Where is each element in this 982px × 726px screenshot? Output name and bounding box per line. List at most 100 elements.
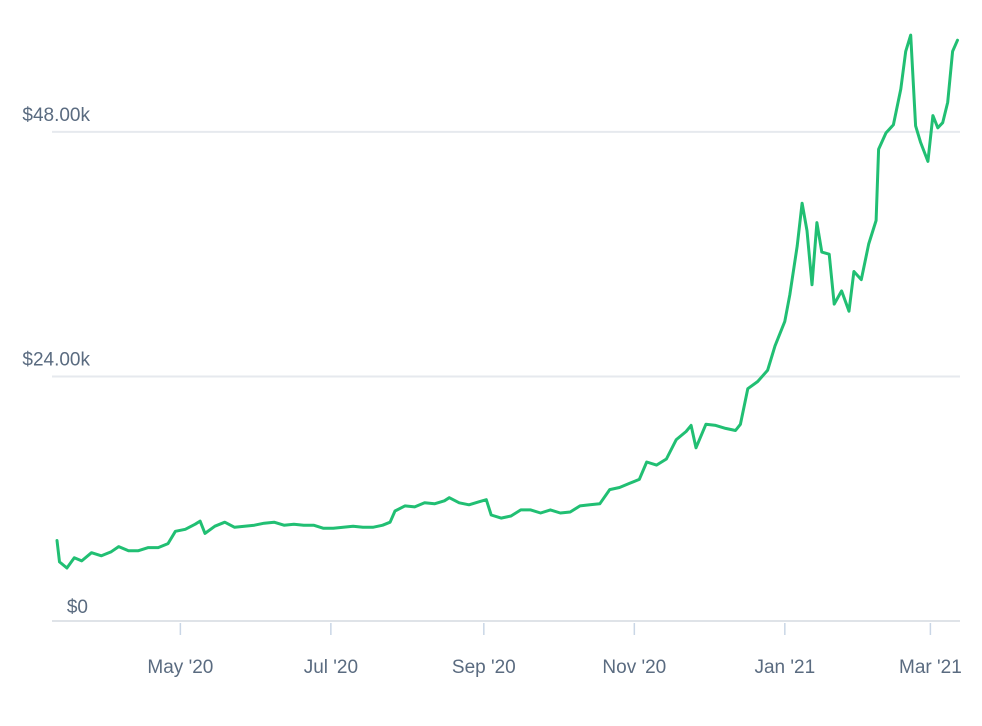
data-point [127,549,130,552]
data-point [645,461,648,464]
data-point [840,289,843,292]
data-point [860,278,863,281]
data-point [213,525,216,528]
data-point [500,517,503,520]
x-tick-label: Sep '20 [452,657,516,678]
data-point [485,498,488,501]
data-point [403,504,406,507]
data-point [796,245,799,248]
x-tick-label: Mar '21 [899,657,962,678]
data-point [510,515,513,518]
data-point [815,221,818,224]
data-point [628,482,631,485]
data-point [931,114,934,117]
data-point [579,504,582,507]
y-gridlines [52,130,960,622]
data-point [569,511,572,514]
data-point [56,539,59,542]
data-point [443,499,446,502]
data-point [73,556,76,559]
data-point [638,478,641,481]
data-point [608,488,611,491]
data-point [137,549,140,552]
data-point [695,446,698,449]
data-point [828,253,831,256]
data-point [167,542,170,545]
y-axis: $0 $24.00k $48.00k [22,105,90,618]
data-point [199,520,202,523]
x-tick-label: Jan '21 [754,657,815,678]
data-point [292,523,295,526]
x-tick-label: Jul '20 [304,657,358,678]
data-point [381,524,384,527]
data-point [223,521,226,524]
data-point [100,554,103,557]
data-point [919,141,922,144]
data-point [833,303,836,306]
data-point [283,524,286,527]
data-point [117,545,120,548]
data-point [877,148,880,151]
data-point [458,501,461,504]
data-point [529,508,532,511]
data-point [147,546,150,549]
data-point [302,524,305,527]
data-point [204,532,207,535]
data-point [936,126,939,129]
x-tick-label: Nov '20 [602,657,666,678]
data-point [598,502,601,505]
data-point [253,524,256,527]
data-point [477,500,480,503]
y-tick-label: $48.00k [22,105,90,126]
data-point [734,429,737,432]
data-point [58,560,61,563]
data-point [332,527,335,530]
data-point [448,496,451,499]
data-point [194,523,197,526]
data-point [806,229,809,232]
data-point [352,525,355,528]
data-point [892,123,895,126]
data-point [690,424,693,427]
data-point [174,530,177,533]
data-point [714,424,717,427]
data-point [539,512,542,515]
data-point [811,283,814,286]
data-point [394,510,397,513]
data-point [739,423,742,426]
data-point [885,131,888,134]
data-point [926,160,929,163]
data-point [875,219,878,222]
data-point [433,502,436,505]
y-tick-label: $24.00k [22,349,90,370]
data-point [618,486,621,489]
data-point [685,430,688,433]
data-point [80,559,83,562]
data-point [756,380,759,383]
data-point [588,503,591,506]
data-point [263,522,266,525]
data-point [852,270,855,273]
data-point [899,88,902,91]
data-point [65,567,68,570]
series-layer [55,33,959,570]
data-point [273,521,276,524]
data-point [389,521,392,524]
data-point [820,251,823,254]
data-point [675,438,678,441]
data-point [490,514,493,517]
data-point [914,124,917,127]
data-point [243,525,246,528]
data-point [655,464,658,467]
data-point [951,50,954,53]
data-point [413,505,416,508]
data-point [704,423,707,426]
data-point [468,503,471,506]
data-point [322,527,325,530]
data-point [665,458,668,461]
data-point [783,320,786,323]
x-axis: May '20 Jul '20 Sep '20 Nov '20 Jan '21 Mar '… [147,623,962,678]
data-point [157,546,160,549]
data-point [909,34,912,37]
data-point [559,512,562,515]
